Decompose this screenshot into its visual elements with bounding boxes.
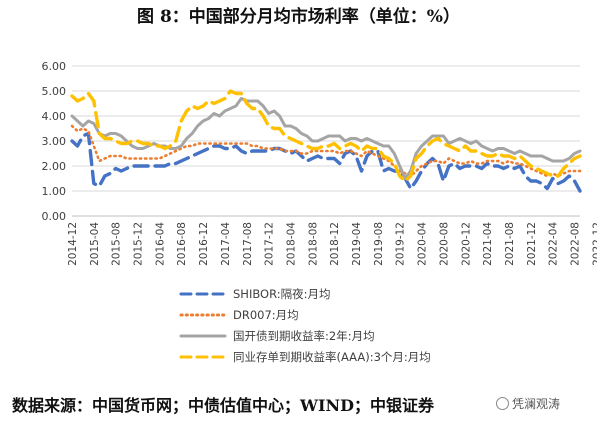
legend-label-3: 国开债到期收益率:2年:月均 <box>233 329 375 343</box>
series-lines <box>70 89 582 193</box>
chart-title: 图 8：中国部分月均市场利率（单位：%） <box>137 7 460 27</box>
x-tick-label: 2018-12 <box>329 222 341 266</box>
x-tick-label: 2022-04 <box>548 222 560 266</box>
x-tick-label: 2020-08 <box>438 222 450 266</box>
x-tick-label: 2022-12 <box>591 222 597 266</box>
x-tick-label: 2019-12 <box>395 222 407 266</box>
y-tick-label: 1.00 <box>42 185 67 198</box>
x-tick-label: 2018-08 <box>307 222 319 266</box>
x-tick-label: 2019-08 <box>373 222 385 266</box>
x-tick-label: 2015-12 <box>133 222 145 266</box>
y-tick-label: 0.00 <box>42 210 67 223</box>
x-tick-label: 2020-04 <box>417 222 429 266</box>
x-tick-label: 2020-12 <box>460 222 472 266</box>
x-tick-label: 2022-08 <box>570 222 582 266</box>
axes: 0.00 1.00 2.00 3.00 4.00 5.00 6.00 2014-12 2015-… <box>42 60 597 266</box>
x-tick-label: 2015-04 <box>89 222 101 266</box>
y-tick-label: 2.00 <box>42 160 67 173</box>
x-tick-label: 2016-04 <box>154 222 166 266</box>
x-tick-label: 2015-08 <box>111 222 123 266</box>
y-tick-label: 4.00 <box>42 110 67 123</box>
watermark: 凭澜观涛 <box>496 395 560 412</box>
x-tick-label: 2016-08 <box>176 222 188 266</box>
legend: SHIBOR:隔夜:月均 DR007:月均国开债到期收益率:2年:月均同业存单到期… <box>179 287 431 364</box>
series-line-2 <box>70 124 582 178</box>
source-note: 数据来源：中国货币网；中债估值中心；WIND；中银证券 <box>12 396 434 415</box>
wechat-icon <box>496 397 509 410</box>
x-tick-label: 2016-12 <box>198 222 210 266</box>
legend-label-1: SHIBOR:隔夜:月均 <box>233 287 330 301</box>
gridlines <box>72 65 580 217</box>
watermark-label: 凭澜观涛 <box>512 397 561 411</box>
x-tick-label: 2021-08 <box>504 222 516 266</box>
x-tick-label: 2021-04 <box>482 222 494 266</box>
x-tick-label: 2017-04 <box>220 222 232 266</box>
x-tick-label: 2014-12 <box>67 222 79 266</box>
legend-label-2: DR007:月均 <box>233 308 299 322</box>
y-tick-label: 5.00 <box>42 85 67 98</box>
x-tick-label: 2018-04 <box>285 222 297 266</box>
x-tick-label: 2021-12 <box>526 222 538 266</box>
series-line-4 <box>70 89 582 183</box>
x-tick-label: 2019-04 <box>351 222 363 266</box>
series-line-1 <box>70 131 582 193</box>
y-tick-label: 3.00 <box>42 135 67 148</box>
y-tick-label: 6.00 <box>42 60 67 73</box>
legend-label-4: 同业存单到期收益率(AAA):3个月:月均 <box>233 350 431 364</box>
x-tick-label: 2017-08 <box>242 222 254 266</box>
x-tick-label: 2017-12 <box>264 222 276 266</box>
